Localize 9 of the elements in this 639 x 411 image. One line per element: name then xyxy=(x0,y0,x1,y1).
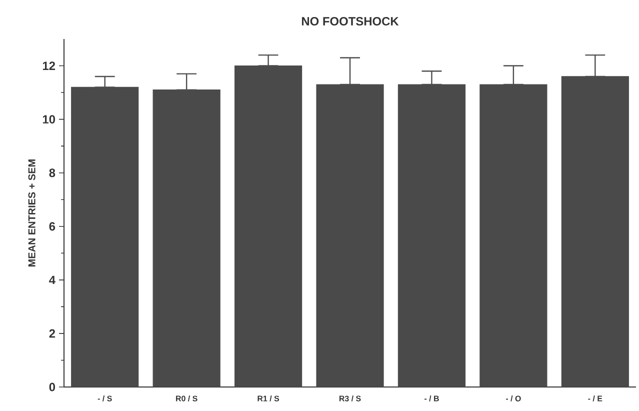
y-tick-label: 0 xyxy=(49,382,56,392)
y-tick-label: 6 xyxy=(49,222,56,231)
y-tick-label: 8 xyxy=(49,168,56,178)
y-tick-label: 10 xyxy=(42,115,56,124)
y-tick-label: 4 xyxy=(49,276,56,284)
y-tick-label: 2 xyxy=(49,329,56,338)
y-tick-label: 12 xyxy=(42,62,56,70)
y-axis-title: MEAN ENTRIES + SEM xyxy=(28,160,36,266)
chart-title: NO FOOTSHOCK xyxy=(302,17,399,26)
